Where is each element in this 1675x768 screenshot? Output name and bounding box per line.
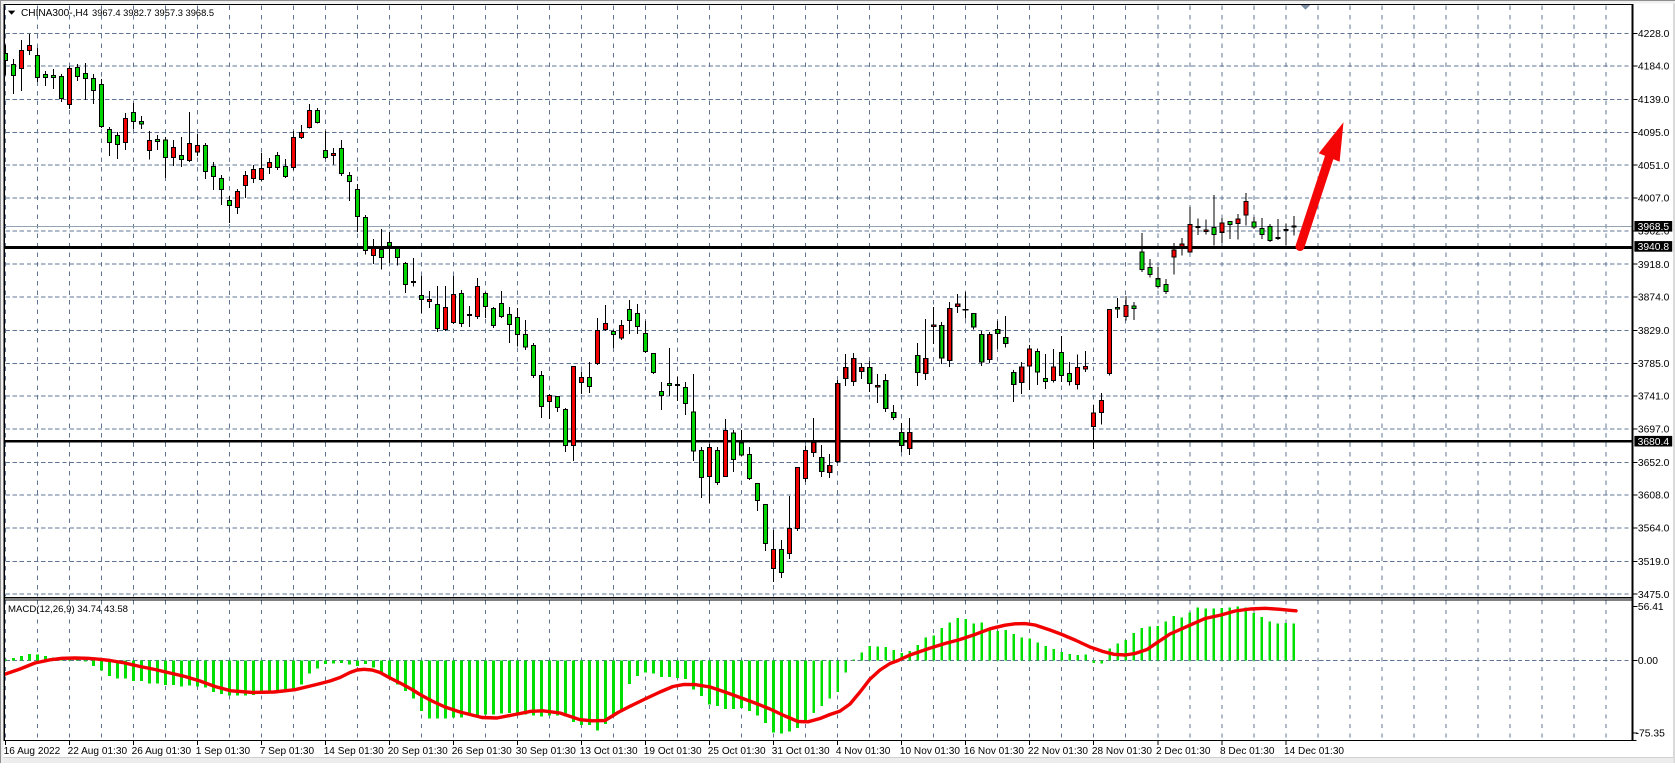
- svg-text:3940.8: 3940.8: [1638, 242, 1670, 253]
- svg-text:8 Dec 01:30: 8 Dec 01:30: [1220, 746, 1275, 757]
- svg-text:4007.0: 4007.0: [1638, 194, 1670, 205]
- svg-text:30 Sep 01:30: 30 Sep 01:30: [516, 746, 576, 757]
- svg-text:3697.0: 3697.0: [1638, 424, 1670, 435]
- svg-text:14 Sep 01:30: 14 Sep 01:30: [324, 746, 384, 757]
- svg-text:4 Nov 01:30: 4 Nov 01:30: [836, 746, 891, 757]
- svg-text:14 Dec 01:30: 14 Dec 01:30: [1284, 746, 1344, 757]
- svg-text:13 Oct 01:30: 13 Oct 01:30: [580, 746, 638, 757]
- svg-text:22 Aug 01:30: 22 Aug 01:30: [68, 746, 128, 757]
- svg-text:3968.5: 3968.5: [1638, 222, 1670, 233]
- svg-text:MACD(12,26,9) 34.74 43.58: MACD(12,26,9) 34.74 43.58: [8, 604, 128, 615]
- svg-text:3829.0: 3829.0: [1638, 326, 1670, 337]
- svg-text:28 Nov 01:30: 28 Nov 01:30: [1092, 746, 1152, 757]
- svg-text:26 Sep 01:30: 26 Sep 01:30: [452, 746, 512, 757]
- svg-text:3608.0: 3608.0: [1638, 491, 1670, 502]
- svg-text:31 Oct 01:30: 31 Oct 01:30: [772, 746, 830, 757]
- svg-text:4051.0: 4051.0: [1638, 161, 1670, 172]
- svg-text:4228.0: 4228.0: [1638, 29, 1670, 40]
- svg-text:3652.0: 3652.0: [1638, 458, 1670, 469]
- svg-text:CHINA300-,H4: CHINA300-,H4: [21, 8, 89, 19]
- svg-text:3918.0: 3918.0: [1638, 260, 1670, 271]
- svg-text:4184.0: 4184.0: [1638, 62, 1670, 73]
- svg-text:1 Sep 01:30: 1 Sep 01:30: [196, 746, 251, 757]
- svg-text:10 Nov 01:30: 10 Nov 01:30: [900, 746, 960, 757]
- svg-text:3874.0: 3874.0: [1638, 293, 1670, 304]
- svg-text:19 Oct 01:30: 19 Oct 01:30: [644, 746, 702, 757]
- svg-text:16 Aug 2022: 16 Aug 2022: [4, 746, 61, 757]
- svg-text:2 Dec 01:30: 2 Dec 01:30: [1156, 746, 1211, 757]
- svg-text:-75.35: -75.35: [1636, 729, 1665, 740]
- svg-text:16 Nov 01:30: 16 Nov 01:30: [964, 746, 1024, 757]
- svg-text:56.41: 56.41: [1638, 602, 1664, 613]
- svg-text:0.00: 0.00: [1638, 656, 1658, 667]
- svg-text:22 Nov 01:30: 22 Nov 01:30: [1028, 746, 1088, 757]
- svg-text:3962.6: 3962.6: [1638, 227, 1670, 238]
- svg-text:20 Sep 01:30: 20 Sep 01:30: [388, 746, 448, 757]
- svg-text:3564.0: 3564.0: [1638, 524, 1670, 535]
- svg-text:3475.0: 3475.0: [1638, 590, 1670, 601]
- svg-text:4095.0: 4095.0: [1638, 128, 1670, 139]
- svg-text:4139.0: 4139.0: [1638, 95, 1670, 106]
- svg-text:7 Sep 01:30: 7 Sep 01:30: [260, 746, 315, 757]
- svg-text:3680.4: 3680.4: [1638, 437, 1670, 448]
- svg-text:3519.0: 3519.0: [1638, 557, 1670, 568]
- svg-text:3785.0: 3785.0: [1638, 359, 1670, 370]
- svg-text:26 Aug 01:30: 26 Aug 01:30: [132, 746, 192, 757]
- svg-text:3967.4 3982.7 3957.3 3968.5: 3967.4 3982.7 3957.3 3968.5: [92, 8, 214, 18]
- svg-text:3741.0: 3741.0: [1638, 392, 1670, 403]
- svg-text:25 Oct 01:30: 25 Oct 01:30: [708, 746, 766, 757]
